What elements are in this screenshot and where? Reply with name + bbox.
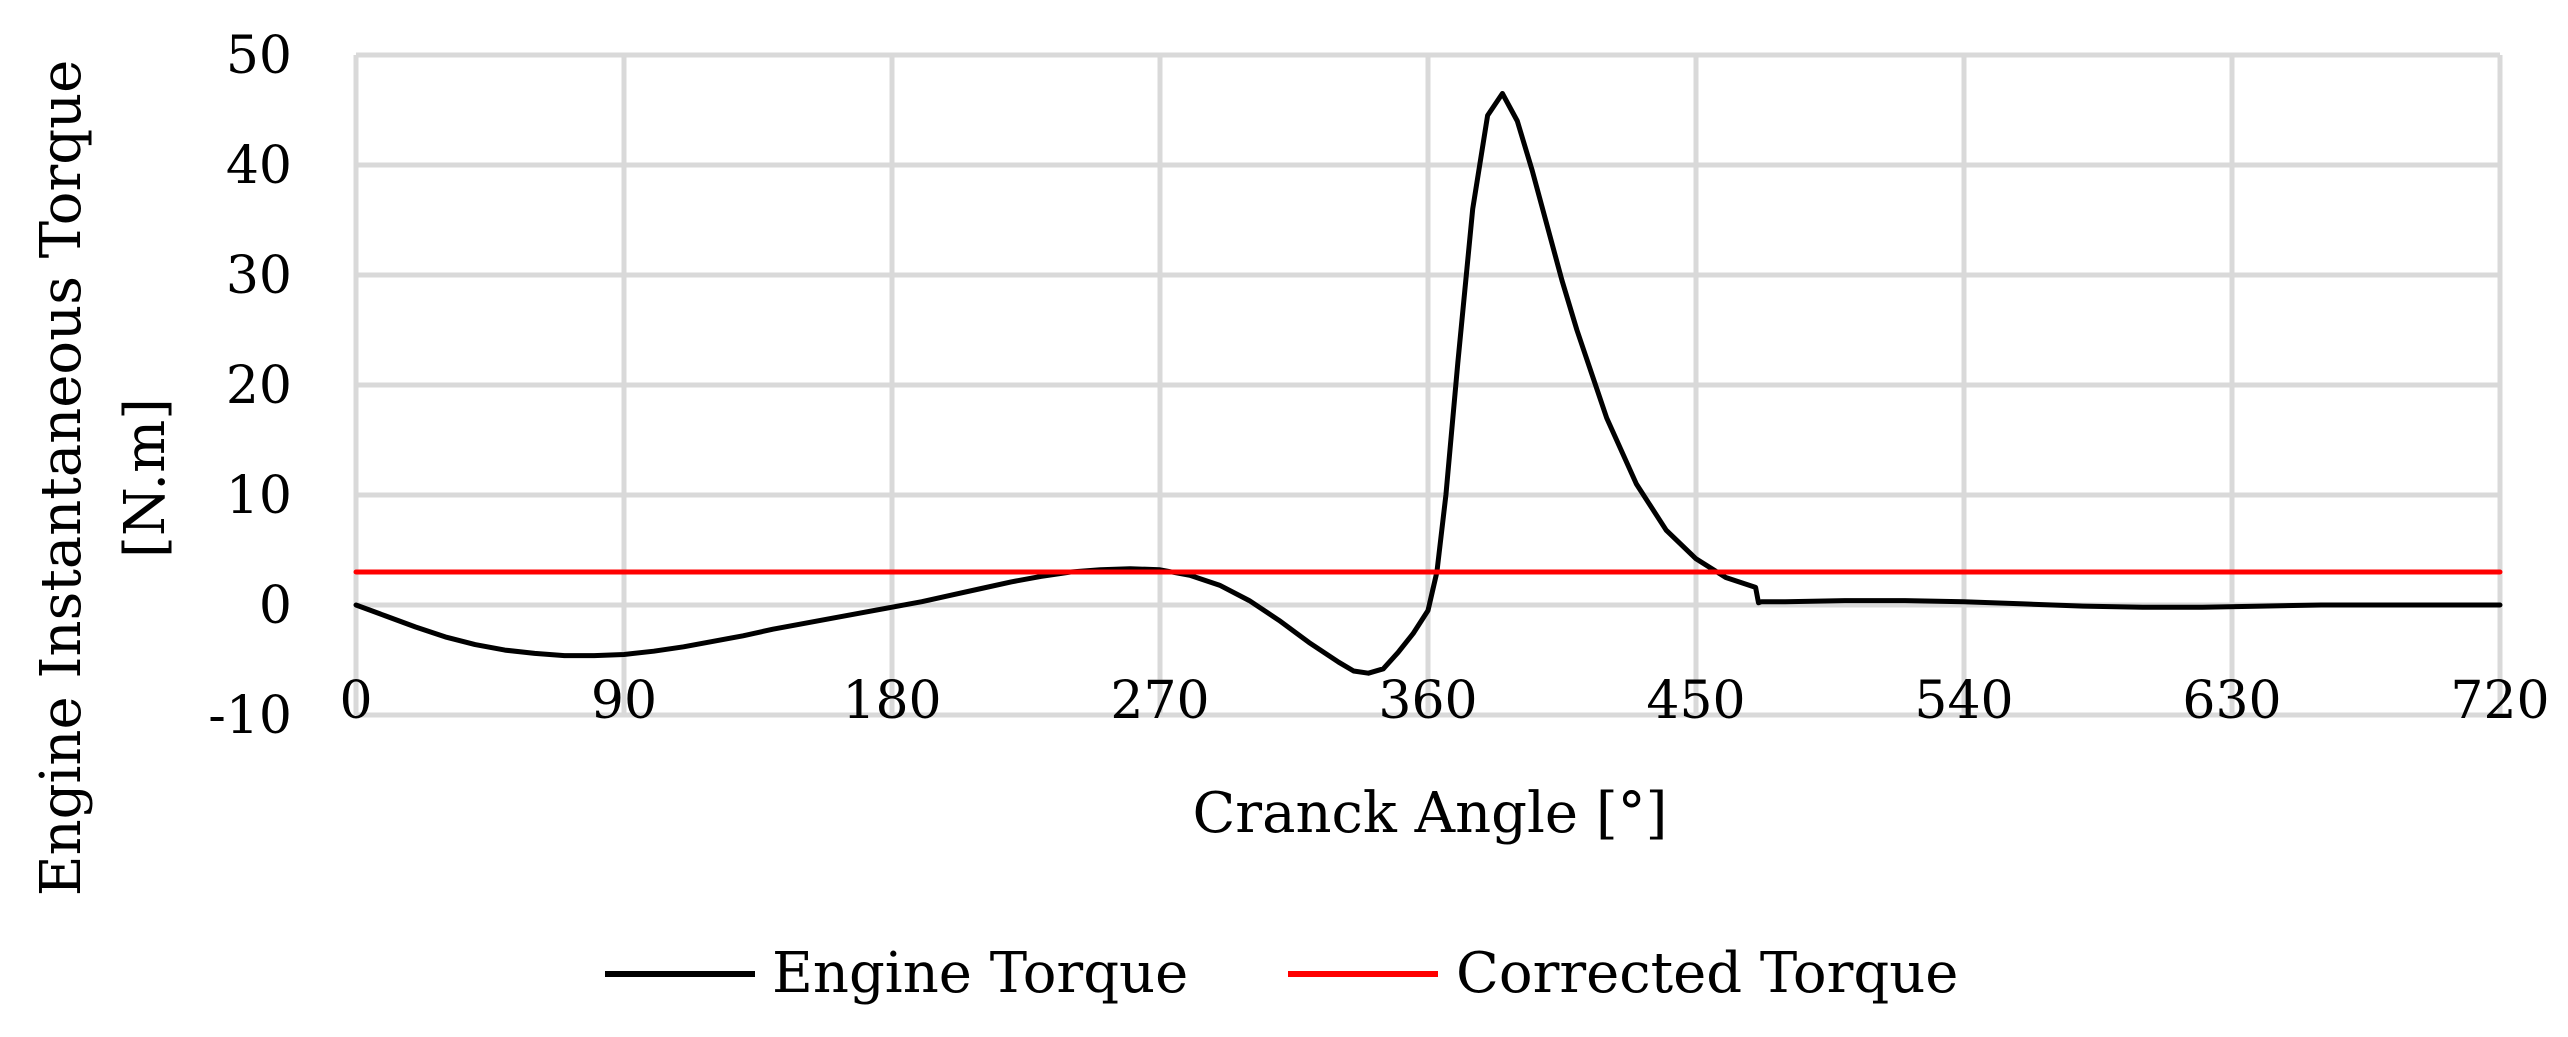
x-tick-label: 270	[1110, 671, 1209, 731]
x-tick-label: 360	[1378, 671, 1477, 731]
y-axis-title-line-1: Engine Instantaneous Torque	[29, 60, 94, 897]
legend-label-corrected-torque: Corrected Torque	[1456, 941, 1958, 1006]
x-tick-label: 90	[591, 671, 657, 731]
plot-series	[353, 91, 2503, 676]
y-tick-label: 50	[226, 26, 292, 86]
legend-label-engine-torque: Engine Torque	[772, 941, 1188, 1006]
x-tick-label: 180	[842, 671, 941, 731]
series-line-engine-torque	[353, 91, 2503, 676]
y-tick-label: 30	[226, 246, 292, 306]
tick-labels: 0 90 180 270 360 450 540 630 720 -10 0 10 20 30 40 50	[208, 26, 2549, 746]
y-axis-title-line-2: [N.m]	[113, 398, 178, 558]
x-axis-title: Cranck Angle [°]	[1192, 781, 1667, 846]
x-tick-label: 0	[339, 671, 372, 731]
y-tick-label: 20	[226, 356, 292, 416]
x-tick-label: 720	[2450, 671, 2549, 731]
x-tick-label: 540	[1914, 671, 2013, 731]
x-tick-label: 630	[2182, 671, 2281, 731]
y-tick-label: 10	[226, 466, 292, 526]
y-tick-label: -10	[208, 686, 292, 746]
y-axis-title: Engine Instantaneous Torque [N.m]	[29, 60, 178, 897]
grid-lines	[353, 52, 2503, 718]
y-tick-label: 40	[226, 136, 292, 196]
legend: Engine Torque Corrected Torque	[605, 941, 1958, 1006]
x-tick-label: 450	[1646, 671, 1745, 731]
y-tick-label: 0	[259, 576, 292, 636]
